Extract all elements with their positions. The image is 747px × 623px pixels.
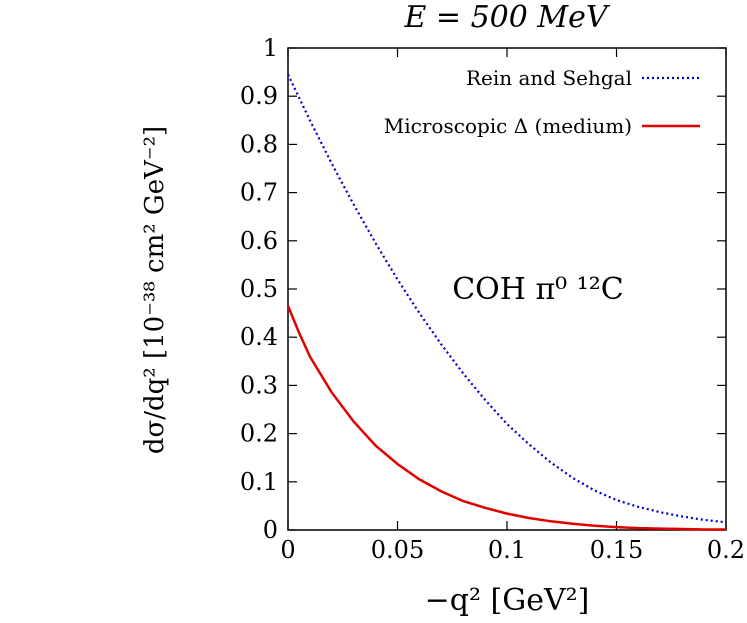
- x-tick-label: 0: [280, 536, 295, 564]
- y-tick-label: 0.1: [240, 468, 278, 496]
- axis-ticks: 0 0.05 0.1 0.15 0.2 0 0.1 0.2 0.3 0.4 0.5 0.6 0.7 0.8…: [240, 34, 745, 564]
- y-tick-label: 0.9: [240, 82, 278, 110]
- y-tick-label: 0.2: [240, 420, 278, 448]
- legend: Rein and Sehgal Microscopic Δ (medium): [384, 66, 700, 138]
- series-line-rein-sehgal: [287, 74, 727, 524]
- y-tick-label: 0.7: [240, 179, 278, 207]
- series-line-microscopic-delta: [286, 305, 726, 531]
- annotation-label: COH π⁰ ¹²C: [452, 272, 624, 307]
- y-tick-label: 0.6: [240, 227, 278, 255]
- legend-label: Microscopic Δ (medium): [384, 114, 632, 138]
- x-axis-label: −q² [GeV²]: [425, 583, 590, 618]
- x-tick-label: 0.05: [371, 536, 424, 564]
- y-tick-label: 1: [263, 34, 278, 62]
- y-tick-label: 0.5: [240, 275, 278, 303]
- series-group: [286, 74, 727, 531]
- x-tick-label: 0.1: [488, 536, 526, 564]
- x-tick-label: 0.15: [590, 536, 643, 564]
- x-tick-label: 0.2: [707, 536, 745, 564]
- y-tick-label: 0: [263, 516, 278, 544]
- y-tick-label: 0.8: [240, 130, 278, 158]
- y-axis-label: dσ/dq² [10⁻³⁸ cm² GeV⁻²]: [140, 126, 170, 454]
- chart-title: E = 500 MeV: [403, 0, 610, 35]
- y-tick-label: 0.4: [240, 323, 278, 351]
- legend-label: Rein and Sehgal: [466, 66, 632, 90]
- y-tick-label: 0.3: [240, 371, 278, 399]
